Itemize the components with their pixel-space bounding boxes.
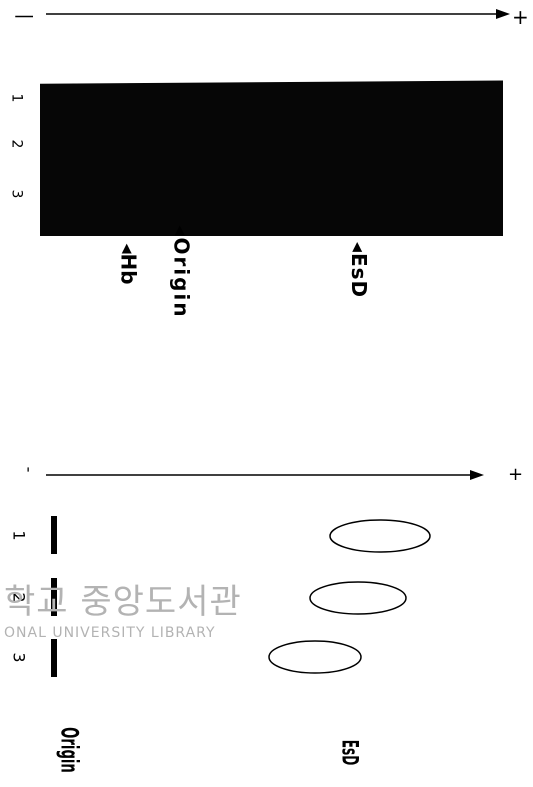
bottom-plus-sign: + [508,464,524,485]
library-watermark-korean: 학교 중앙도서관 [4,582,242,622]
origin-well-2 [51,578,57,616]
bottom-lane-1: 1 [9,530,29,541]
esd-band-2 [309,581,407,615]
esd-band-3 [268,640,362,674]
origin-well-3 [51,639,57,677]
gel-image [40,80,503,236]
bottom-esd-label: EsD [336,739,362,766]
bottom-origin-label: Origin [55,727,84,773]
esd-band-1 [329,519,431,553]
origin-well-1 [51,516,57,554]
library-watermark-english: ONAL UNIVERSITY LIBRARY [4,625,216,641]
bottom-lane-3: 3 [9,652,29,663]
top-plus-sign: + [512,5,529,29]
